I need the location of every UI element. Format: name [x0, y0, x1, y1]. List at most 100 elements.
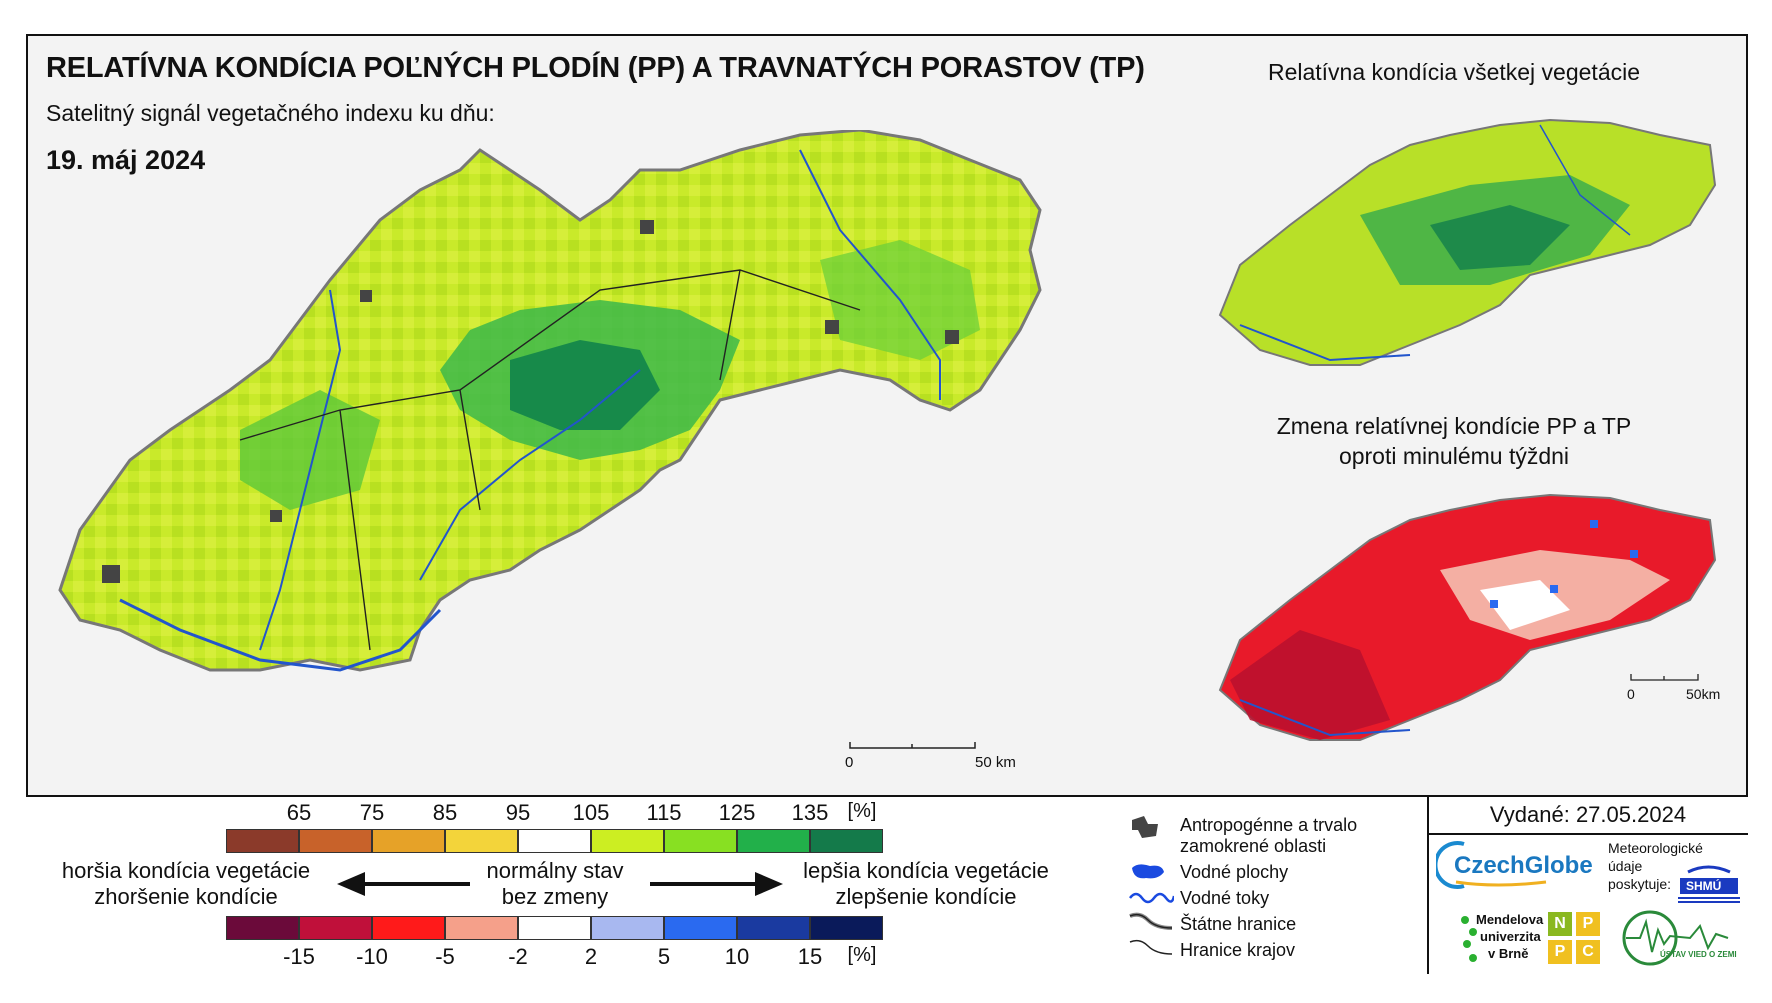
- legend-urban-line2: zamokrené oblasti: [1180, 836, 1327, 856]
- river-vah: [259, 289, 342, 651]
- change-swatch: [664, 916, 737, 940]
- meteo-line3: poskytuje:: [1608, 876, 1672, 892]
- condition-swatch: [518, 829, 591, 853]
- report-date: 19. máj 2024: [46, 145, 206, 175]
- shmu-logo-icon: [1678, 865, 1740, 903]
- change-tick: 15: [797, 944, 823, 969]
- shmu-logo-text: SHMÚ: [1686, 879, 1722, 893]
- legend-rivers: Vodné toky: [1180, 888, 1270, 908]
- small-scalebar-end: 50km: [1686, 686, 1721, 702]
- nppc-letter: N: [1548, 912, 1572, 936]
- worse-caption-line1: horšia kondícia vegetácie: [61, 858, 311, 883]
- green-west: [240, 390, 380, 510]
- change-tick: 2: [584, 944, 598, 969]
- condition-tick: 85: [432, 800, 458, 825]
- main-scalebar-end: 50 km: [975, 754, 1016, 771]
- legend-divider: [1427, 795, 1429, 974]
- change-map-title-line1: Zmena relatívnej kondície PP a TP: [1276, 413, 1632, 439]
- worse-caption: horšia kondícia vegetácie zhoršenie kond…: [46, 858, 326, 910]
- arrow-left-icon: [337, 872, 470, 896]
- change-tick: 5: [657, 944, 671, 969]
- condition-swatch: [445, 829, 518, 853]
- urban-area-icon: [1132, 816, 1158, 838]
- all-vegetation-map: [1218, 118, 1717, 366]
- change-unit: [%]: [847, 944, 877, 966]
- nppc-letter: P: [1548, 940, 1572, 964]
- normal-caption-line2: bez zmeny: [501, 884, 609, 909]
- water-area-icon: [1132, 864, 1164, 879]
- river-main: [119, 598, 442, 672]
- change-tick: -5: [435, 944, 455, 969]
- small-scalebar-zero: 0: [1627, 686, 1635, 702]
- nppc-letter: P: [1576, 912, 1600, 936]
- main-scalebar-zero: 0: [845, 754, 854, 771]
- change-swatch: [518, 916, 591, 940]
- legend-water-areas: Vodné plochy: [1180, 862, 1289, 882]
- change-tick: -15: [283, 944, 315, 969]
- issued-date: Vydané: 27.05.2024: [1428, 797, 1748, 835]
- mendel-line1: Mendelova: [1476, 912, 1544, 927]
- legend-urban-line1: Antropogénne a trvalo: [1180, 815, 1358, 835]
- arrow-right-icon: [650, 872, 783, 896]
- change-swatch: [591, 916, 664, 940]
- main-scalebar: [849, 742, 976, 749]
- change-swatch: [810, 916, 883, 940]
- condition-tick: 65: [286, 800, 312, 825]
- condition-swatch: [372, 829, 445, 853]
- change-swatch: [737, 916, 810, 940]
- condition-scale: [226, 829, 883, 853]
- change-map: [1218, 493, 1717, 741]
- normal-caption-line1: normálny stav: [486, 858, 624, 883]
- river-icon: [1129, 892, 1174, 904]
- uvz-logo-icon: [1622, 910, 1729, 966]
- condition-swatch: [664, 829, 737, 853]
- legend-state-border: Štátne hranice: [1180, 914, 1297, 934]
- nppc-letter: C: [1576, 940, 1600, 964]
- change-map-title-line2: oproti minulému týždni: [1338, 443, 1570, 469]
- condition-tick: 105: [572, 800, 610, 825]
- river-east: [799, 149, 941, 400]
- state-border-icon: [1129, 912, 1173, 930]
- mendel-logo-icon: [1461, 916, 1477, 962]
- czechglobe-logo-icon: [1436, 841, 1547, 889]
- change-tick: -10: [356, 944, 388, 969]
- change-tick: 10: [724, 944, 750, 969]
- condition-tick: 95: [505, 800, 531, 825]
- meteo-line2: údaje: [1608, 858, 1643, 874]
- page-subtitle: Satelitný signál vegetačného indexu ku d…: [46, 100, 495, 126]
- region-border-icon: [1129, 939, 1173, 955]
- uvz-logo-text: ÚSTAV VIED O ZEMI: [1660, 950, 1737, 959]
- condition-unit: [%]: [847, 800, 877, 822]
- condition-swatch: [299, 829, 372, 853]
- meteo-line1: Meteorologické: [1608, 840, 1703, 856]
- condition-swatch: [810, 829, 883, 853]
- mendel-line3: v Brně: [1488, 946, 1529, 961]
- condition-swatch: [591, 829, 664, 853]
- condition-swatch: [737, 829, 810, 853]
- nppc-logo: N P P C: [1548, 912, 1600, 964]
- mendel-line2: univerzita: [1480, 929, 1541, 944]
- change-scale: [226, 916, 883, 940]
- legend-region-border: Hranice krajov: [1180, 940, 1296, 960]
- worse-caption-line2: zhoršenie kondície: [94, 884, 278, 909]
- page-title: RELATÍVNA KONDÍCIA POĽNÝCH PLODÍN (PP) A…: [46, 52, 1145, 84]
- condition-tick: 125: [718, 800, 756, 825]
- change-swatch: [226, 916, 299, 940]
- river-hron: [419, 369, 641, 581]
- main-map: [58, 130, 1042, 672]
- better-caption: lepšia kondícia vegetácie zlepšenie kond…: [786, 858, 1066, 910]
- change-swatch: [299, 916, 372, 940]
- small-scalebar: [1630, 674, 1699, 681]
- normal-caption: normálny stav bez zmeny: [470, 858, 640, 910]
- condition-tick: 115: [646, 800, 682, 825]
- better-caption-line2: zlepšenie kondície: [835, 884, 1017, 909]
- condition-tick: 75: [359, 800, 385, 825]
- dark-green-core: [510, 340, 660, 430]
- czechglobe-logo-text: CzechGlobe: [1454, 852, 1593, 879]
- better-caption-line1: lepšia kondícia vegetácie: [803, 858, 1049, 883]
- change-swatch: [372, 916, 445, 940]
- condition-swatch: [226, 829, 299, 853]
- region-borders: [239, 269, 861, 651]
- condition-tick: 135: [791, 800, 829, 825]
- change-swatch: [445, 916, 518, 940]
